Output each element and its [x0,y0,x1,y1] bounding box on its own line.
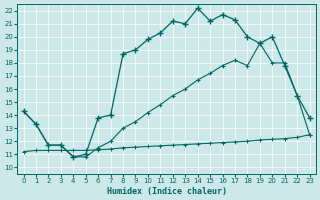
X-axis label: Humidex (Indice chaleur): Humidex (Indice chaleur) [107,187,227,196]
